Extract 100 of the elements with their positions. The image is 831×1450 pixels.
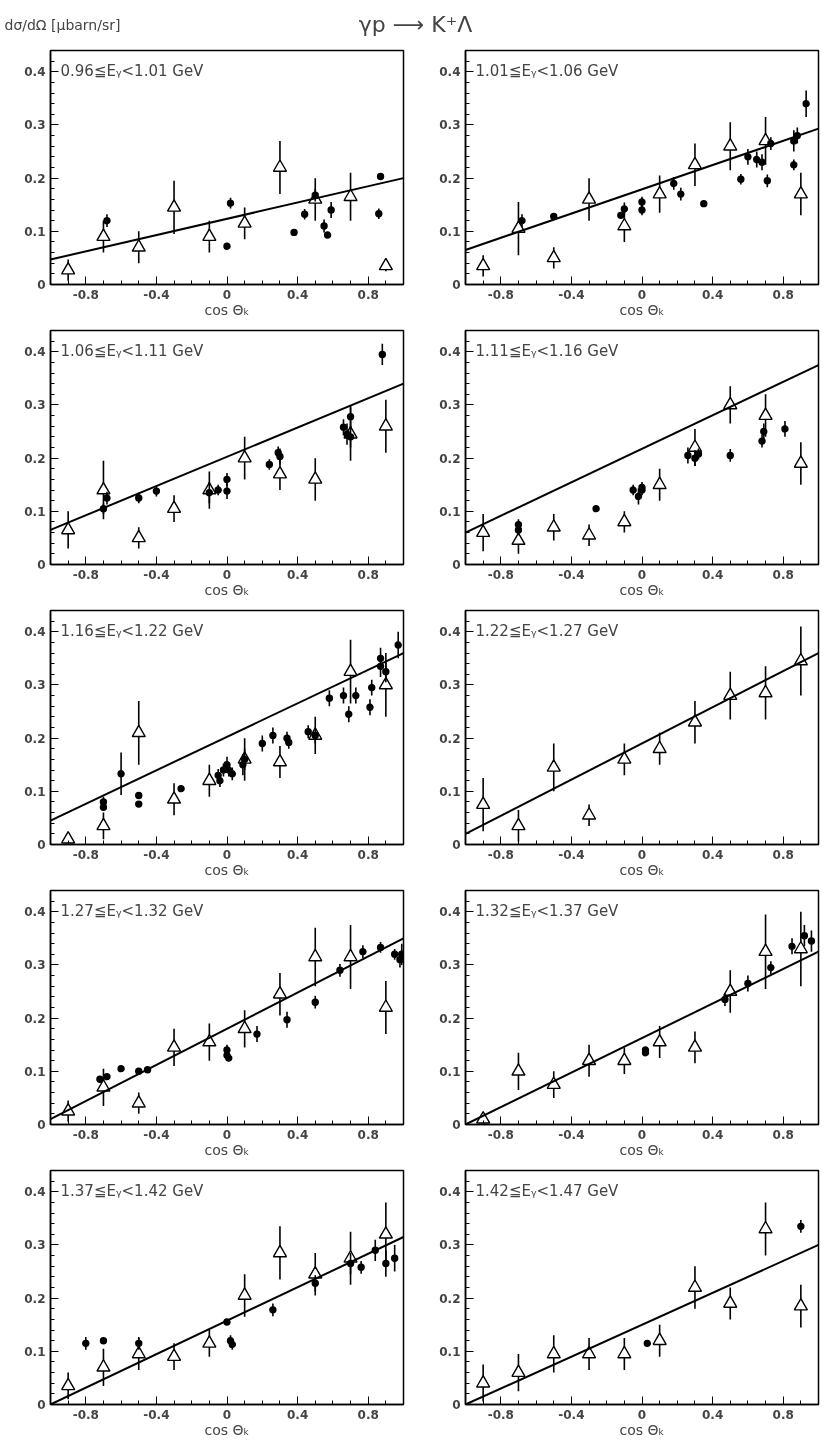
y-tick-label: 0.2 xyxy=(439,1291,461,1306)
x-tick-label: 0.8 xyxy=(357,1127,379,1142)
y-tick-label: 0 xyxy=(452,558,461,572)
annotation: 0.96≦Eᵧ<1.01 GeV xyxy=(60,61,205,80)
x-tick-label: -0.4 xyxy=(558,1127,585,1142)
annotation: 1.06≦Eᵧ<1.11 GeV xyxy=(60,341,205,360)
chart-title: γp ⟶ K⁺Λ xyxy=(358,11,473,37)
y-tick-label: 0.3 xyxy=(24,678,46,693)
x-tick-label: 0 xyxy=(637,1407,647,1422)
annotation: 1.01≦Eᵧ<1.06 GeV xyxy=(475,61,620,80)
x-tick-label: -0.8 xyxy=(487,287,514,302)
y-axis-title: dσ/dΩ [μbarn/sr] xyxy=(4,16,121,33)
x-tick-label: 0.4 xyxy=(286,567,309,582)
y-tick-label: 0.1 xyxy=(439,504,461,519)
x-axis-title: cos Θₖ xyxy=(204,1421,250,1438)
x-tick-label: 0.8 xyxy=(357,847,379,862)
y-tick-label: 0.4 xyxy=(439,345,461,360)
y-tick-label: 0 xyxy=(452,1398,461,1412)
y-tick-label: 0 xyxy=(37,838,46,852)
y-tick-label: 0.4 xyxy=(24,625,46,640)
y-tick-label: 0.2 xyxy=(24,171,46,186)
x-tick-label: 0.8 xyxy=(357,287,379,302)
x-tick-label: 0.4 xyxy=(701,287,724,302)
x-tick-label: 0.4 xyxy=(701,1407,724,1422)
x-tick-label: 0.8 xyxy=(357,1407,379,1422)
y-tick-label: 0.3 xyxy=(439,118,461,133)
annotation: 1.32≦Eᵧ<1.37 GeV xyxy=(475,901,620,920)
x-axis-title: cos Θₖ xyxy=(204,1141,250,1158)
x-tick-label: 0 xyxy=(222,1407,232,1422)
x-tick-label: 0.4 xyxy=(701,847,724,862)
x-axis-title: cos Θₖ xyxy=(204,301,250,318)
y-tick-label: 0.3 xyxy=(439,678,461,693)
y-tick-label: 0.3 xyxy=(24,118,46,133)
y-tick-label: 0.4 xyxy=(24,1185,46,1200)
y-tick-label: 0 xyxy=(37,278,46,292)
y-tick-label: 0 xyxy=(37,558,46,572)
x-tick-label: 0 xyxy=(637,1127,647,1142)
x-tick-label: -0.4 xyxy=(143,1407,170,1422)
annotation: 1.11≦Eᵧ<1.16 GeV xyxy=(475,341,620,360)
y-tick-label: 0.2 xyxy=(24,1291,46,1306)
annotation: 1.42≦Eᵧ<1.47 GeV xyxy=(475,1181,620,1200)
x-axis-title: cos Θₖ xyxy=(619,1421,665,1438)
x-tick-label: -0.8 xyxy=(487,1127,514,1142)
x-tick-label: -0.8 xyxy=(72,287,99,302)
y-tick-label: 0.1 xyxy=(439,1344,461,1359)
x-tick-label: -0.4 xyxy=(558,567,585,582)
y-tick-label: 0.2 xyxy=(24,451,46,466)
y-tick-label: 0.1 xyxy=(24,1344,46,1359)
x-tick-label: 0.8 xyxy=(772,1407,794,1422)
x-tick-label: 0.8 xyxy=(357,567,379,582)
y-tick-label: 0.2 xyxy=(439,451,461,466)
y-tick-label: 0.2 xyxy=(439,731,461,746)
y-tick-label: 0.2 xyxy=(439,171,461,186)
x-tick-label: 0 xyxy=(637,287,647,302)
annotation: 1.22≦Eᵧ<1.27 GeV xyxy=(475,621,620,640)
y-tick-label: 0.4 xyxy=(24,905,46,920)
x-tick-label: 0.4 xyxy=(286,1127,309,1142)
x-tick-label: -0.8 xyxy=(72,847,99,862)
y-tick-label: 0 xyxy=(37,1398,46,1412)
y-tick-label: 0.3 xyxy=(24,1238,46,1253)
x-tick-label: 0.8 xyxy=(772,847,794,862)
y-tick-label: 0.3 xyxy=(439,1238,461,1253)
annotation: 1.27≦Eᵧ<1.32 GeV xyxy=(60,901,205,920)
y-tick-label: 0.1 xyxy=(439,1064,461,1079)
x-tick-label: 0.4 xyxy=(286,847,309,862)
x-tick-label: -0.8 xyxy=(72,1127,99,1142)
y-tick-label: 0.3 xyxy=(439,398,461,413)
y-tick-label: 0.3 xyxy=(439,958,461,973)
y-tick-label: 0.4 xyxy=(439,1185,461,1200)
x-tick-label: -0.8 xyxy=(487,847,514,862)
x-axis-title: cos Θₖ xyxy=(204,581,250,598)
annotation: 1.16≦Eᵧ<1.22 GeV xyxy=(60,621,205,640)
y-tick-label: 0.1 xyxy=(24,224,46,239)
y-tick-label: 0.2 xyxy=(24,1011,46,1026)
x-tick-label: -0.4 xyxy=(143,287,170,302)
x-tick-label: 0.4 xyxy=(286,287,309,302)
y-tick-label: 0.4 xyxy=(24,65,46,80)
y-tick-label: 0.2 xyxy=(24,731,46,746)
x-tick-label: -0.8 xyxy=(487,567,514,582)
x-tick-label: 0 xyxy=(637,567,647,582)
x-axis-title: cos Θₖ xyxy=(619,861,665,878)
x-tick-label: -0.4 xyxy=(143,567,170,582)
y-tick-label: 0.1 xyxy=(439,784,461,799)
x-axis-title: cos Θₖ xyxy=(619,581,665,598)
x-tick-label: 0.4 xyxy=(286,1407,309,1422)
x-tick-label: 0.8 xyxy=(772,1127,794,1142)
x-tick-label: -0.4 xyxy=(558,1407,585,1422)
x-tick-label: 0 xyxy=(637,847,647,862)
x-tick-label: 0 xyxy=(222,567,232,582)
y-tick-label: 0.1 xyxy=(24,504,46,519)
y-tick-label: 0.1 xyxy=(24,1064,46,1079)
x-tick-label: -0.8 xyxy=(72,1407,99,1422)
x-tick-label: -0.4 xyxy=(558,847,585,862)
y-tick-label: 0 xyxy=(452,838,461,852)
x-axis-title: cos Θₖ xyxy=(204,861,250,878)
x-tick-label: -0.4 xyxy=(143,847,170,862)
y-tick-label: 0.3 xyxy=(24,958,46,973)
x-tick-label: -0.8 xyxy=(72,567,99,582)
x-tick-label: -0.4 xyxy=(143,1127,170,1142)
x-tick-label: -0.4 xyxy=(558,287,585,302)
